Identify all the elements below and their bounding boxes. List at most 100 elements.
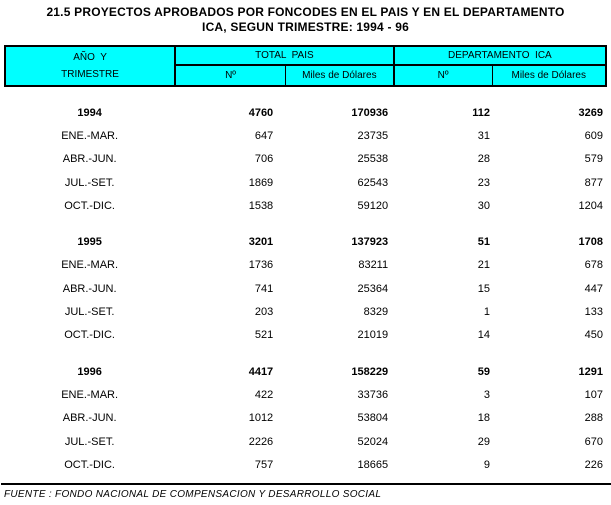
cell-depto-ica-n: 51 [477, 236, 490, 249]
quarter-label: ENE.-MAR. [61, 129, 119, 142]
table-row: JUL.-SET. 2226 52024 29 670 [4, 430, 607, 453]
quarter-label: ENE.-MAR. [61, 388, 119, 401]
header-group-departamento-ica: DEPARTAMENTO ICA Nº Miles de Dólares [394, 47, 605, 85]
cell-total-pais-miles: 59120 [357, 199, 389, 212]
footer-divider [1, 483, 611, 485]
cell-total-pais-miles: 137923 [351, 236, 389, 249]
cell-total-pais-miles: 25538 [357, 153, 389, 166]
table-row: ABR.-JUN. 706 25538 28 579 [4, 148, 607, 171]
table-row: ENE.-MAR. 647 23735 31 609 [4, 124, 607, 147]
cell-total-pais-n: 1736 [248, 259, 274, 272]
header-year-line2: TRIMESTRE [61, 69, 119, 80]
table-row: ENE.-MAR. 422 33736 3 107 [4, 383, 607, 406]
table-row: ENE.-MAR. 1736 83211 21 678 [4, 254, 607, 277]
cell-total-pais-n: 741 [254, 282, 274, 295]
cell-total-pais-miles: 25364 [357, 282, 389, 295]
cell-depto-ica-miles: 226 [584, 458, 603, 471]
header-departamento-ica-n: Nº [395, 66, 493, 85]
cell-total-pais-miles: 23735 [357, 129, 389, 142]
year-label: 1995 [77, 236, 102, 249]
cell-depto-ica-miles: 288 [584, 412, 603, 425]
table-row-year: 1994 4760 170936 112 3269 [4, 101, 607, 124]
table-row: OCT.-DIC. 1538 59120 30 1204 [4, 194, 607, 217]
cell-depto-ica-miles: 877 [584, 176, 603, 189]
cell-depto-ica-miles: 133 [584, 306, 603, 319]
quarter-label: JUL.-SET. [64, 435, 115, 448]
cell-total-pais-miles: 52024 [357, 435, 389, 448]
cell-total-pais-miles: 33736 [357, 388, 389, 401]
cell-depto-ica-n: 59 [477, 365, 490, 378]
table-row: JUL.-SET. 1869 62543 23 877 [4, 171, 607, 194]
cell-total-pais-miles: 62543 [357, 176, 389, 189]
quarter-label: OCT.-DIC. [64, 458, 115, 471]
header-total-pais-subrow: Nº Miles de Dólares [176, 66, 393, 85]
cell-depto-ica-n: 31 [477, 129, 490, 142]
page-title: 21.5 PROYECTOS APROBADOS POR FONCODES EN… [0, 5, 611, 35]
cell-total-pais-miles: 8329 [363, 306, 389, 319]
cell-depto-ica-n: 28 [477, 153, 490, 166]
cell-total-pais-n: 1869 [248, 176, 274, 189]
cell-depto-ica-miles: 1291 [578, 365, 603, 378]
cell-depto-ica-miles: 3269 [578, 106, 603, 119]
quarter-label: ABR.-JUN. [62, 282, 117, 295]
header-total-pais-miles: Miles de Dólares [302, 70, 377, 81]
quarter-label: JUL.-SET. [64, 306, 115, 319]
header-departamento-ica-subrow: Nº Miles de Dólares [395, 66, 605, 85]
quarter-label: ABR.-JUN. [62, 153, 117, 166]
header-year-line1: AÑO Y [73, 52, 107, 63]
cell-depto-ica-n: 112 [472, 106, 490, 119]
cell-total-pais-n: 203 [254, 306, 274, 319]
footer: FUENTE : FONDO NACIONAL DE COMPENSACION … [0, 483, 611, 500]
cell-total-pais-n: 1538 [248, 199, 274, 212]
cell-total-pais-miles: 18665 [357, 458, 389, 471]
cell-total-pais-n: 757 [254, 458, 274, 471]
table-header: AÑO Y TRIMESTRE TOTAL PAIS Nº Miles de D… [4, 45, 607, 87]
table-row: ABR.-JUN. 741 25364 15 447 [4, 277, 607, 300]
cell-depto-ica-miles: 1204 [578, 199, 603, 212]
quarter-label: JUL.-SET. [64, 176, 115, 189]
year-label: 1994 [77, 106, 102, 119]
table-row: ABR.-JUN. 1012 53804 18 288 [4, 407, 607, 430]
table-row-year: 1996 4417 158229 59 1291 [4, 360, 607, 383]
header-total-pais-label: TOTAL PAIS [176, 47, 393, 66]
cell-depto-ica-n: 21 [477, 259, 490, 272]
cell-depto-ica-miles: 678 [584, 259, 603, 272]
table-body: 1994 4760 170936 112 3269 ENE.-MAR. 647 … [4, 87, 607, 476]
section-1994: 1994 4760 170936 112 3269 ENE.-MAR. 647 … [4, 101, 607, 217]
cell-depto-ica-n: 30 [477, 199, 490, 212]
cell-total-pais-miles: 83211 [358, 259, 389, 272]
section-1995: 1995 3201 137923 51 1708 ENE.-MAR. 1736 … [4, 230, 607, 346]
cell-depto-ica-n: 3 [483, 388, 490, 401]
cell-total-pais-n: 1012 [248, 412, 274, 425]
cell-total-pais-n: 706 [254, 153, 274, 166]
cell-depto-ica-n: 15 [477, 282, 490, 295]
cell-total-pais-n: 521 [254, 329, 274, 342]
table-row: OCT.-DIC. 521 21019 14 450 [4, 324, 607, 347]
cell-depto-ica-n: 1 [483, 306, 490, 319]
table-row-year: 1995 3201 137923 51 1708 [4, 230, 607, 253]
cell-depto-ica-n: 18 [477, 412, 490, 425]
cell-depto-ica-miles: 1708 [578, 236, 603, 249]
cell-depto-ica-miles: 670 [584, 435, 603, 448]
header-departamento-ica-label: DEPARTAMENTO ICA [394, 47, 605, 66]
cell-depto-ica-miles: 579 [584, 153, 603, 166]
cell-depto-ica-n: 23 [477, 176, 490, 189]
cell-total-pais-n: 3201 [248, 236, 274, 249]
title-line-2: ICA, SEGUN TRIMESTRE: 1994 - 96 [202, 20, 409, 34]
header-departamento-ica-miles: Miles de Dólares [511, 70, 586, 81]
cell-total-pais-miles: 53804 [357, 412, 389, 425]
quarter-label: ENE.-MAR. [61, 259, 119, 272]
table-row: JUL.-SET. 203 8329 1 133 [4, 300, 607, 323]
cell-depto-ica-miles: 609 [584, 129, 603, 142]
cell-total-pais-miles: 158229 [351, 365, 389, 378]
cell-total-pais-n: 422 [254, 388, 274, 401]
section-1996: 1996 4417 158229 59 1291 ENE.-MAR. 422 3… [4, 360, 607, 476]
title-line-1: 21.5 PROYECTOS APROBADOS POR FONCODES EN… [46, 5, 565, 19]
cell-depto-ica-miles: 450 [584, 329, 603, 342]
cell-total-pais-n: 647 [254, 129, 274, 142]
cell-depto-ica-miles: 107 [584, 388, 603, 401]
cell-total-pais-miles: 170936 [351, 106, 389, 119]
year-label: 1996 [77, 365, 102, 378]
table-row: OCT.-DIC. 757 18665 9 226 [4, 453, 607, 476]
header-year-trimestre: AÑO Y TRIMESTRE [6, 47, 177, 85]
